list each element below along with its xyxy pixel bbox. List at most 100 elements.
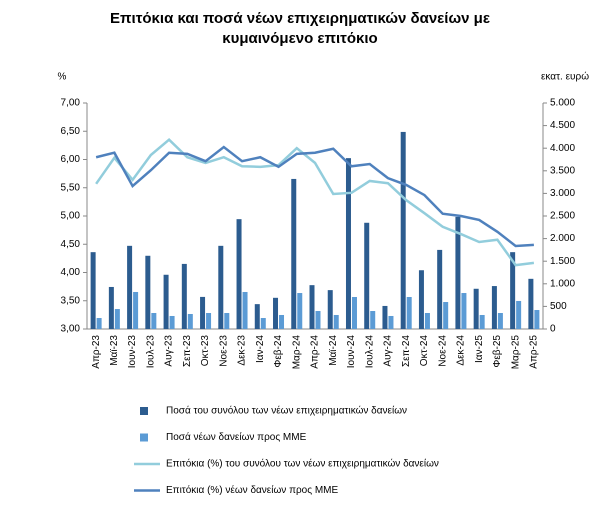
x-tick-label: Αυγ-23 <box>164 335 175 367</box>
bar <box>236 219 242 329</box>
x-tick-label: Ιαν-24 <box>255 335 266 363</box>
y2-tick-label: 4.000 <box>550 143 575 154</box>
y-tick-label: 6,00 <box>61 154 81 165</box>
y2-tick-label: 3.500 <box>550 165 575 176</box>
chart-title: κυμαινόμενο επιτόκιο <box>222 30 377 47</box>
bar <box>96 318 102 329</box>
bar <box>333 314 339 329</box>
bar <box>145 255 151 329</box>
x-tick-label: Ιαν-25 <box>474 335 485 363</box>
x-tick-label: Αυγ-24 <box>383 335 394 367</box>
x-tick-label: Φεβ-24 <box>273 335 284 368</box>
bar <box>406 296 412 329</box>
bar <box>528 278 534 329</box>
bar <box>479 314 485 329</box>
bar <box>510 252 516 329</box>
y-tick-label: 3,00 <box>61 324 81 335</box>
line <box>95 138 535 267</box>
y2-tick-label: 2.000 <box>550 233 575 244</box>
bar <box>169 315 175 329</box>
x-tick-label: Σεπ-23 <box>182 335 193 367</box>
legend-label: Επιτόκια (%) νέων δανείων προς ΜΜΕ <box>166 484 338 496</box>
bar <box>133 291 139 329</box>
x-tick-label: Δεκ-24 <box>456 335 467 366</box>
y2-tick-label: 3.000 <box>550 188 575 199</box>
bar <box>461 293 467 329</box>
bar <box>309 285 315 329</box>
bar <box>297 293 303 329</box>
bar <box>254 304 260 329</box>
bar <box>351 296 357 329</box>
bar <box>273 297 279 329</box>
bar <box>327 290 333 329</box>
x-tick-label: Μαϊ-24 <box>328 335 339 366</box>
bar <box>443 302 449 329</box>
bar <box>400 131 406 329</box>
bar <box>424 312 430 329</box>
bar <box>187 313 193 329</box>
y-axis-label: % <box>58 72 67 83</box>
line <box>95 145 534 248</box>
x-tick-label: Απρ-23 <box>91 335 102 369</box>
bar <box>491 286 497 329</box>
y2-axis-label: εκατ. ευρώ <box>541 71 589 83</box>
bar <box>388 315 394 329</box>
y-tick-label: 7,00 <box>61 98 81 109</box>
bar <box>345 158 351 329</box>
y2-tick-label: 5.000 <box>550 98 575 109</box>
x-tick-label: Ιουλ-24 <box>364 335 375 369</box>
legend-label: Ποσά νέων δανείων προς ΜΜΕ <box>166 431 307 443</box>
legend-label: Επιτόκια (%) του συνόλου των νέων επιχει… <box>166 458 439 470</box>
x-tick-label: Οκτ-23 <box>200 335 211 367</box>
x-tick-label: Ιουν-23 <box>127 335 138 369</box>
y2-tick-label: 500 <box>550 301 567 312</box>
x-tick-label: Απρ-24 <box>310 335 321 369</box>
y2-tick-label: 1.000 <box>550 278 575 289</box>
bar <box>218 245 224 329</box>
bar <box>382 305 388 329</box>
legend-swatch <box>140 407 148 415</box>
y-tick-label: 3,50 <box>61 295 81 306</box>
bar <box>108 286 114 329</box>
bar <box>497 312 503 329</box>
x-tick-label: Ιουν-24 <box>346 335 357 369</box>
bar <box>370 311 376 329</box>
y-tick-label: 4,50 <box>61 239 81 250</box>
bar <box>437 249 443 329</box>
bar <box>224 312 230 329</box>
y-tick-label: 4,00 <box>61 267 81 278</box>
legend-label: Ποσά του συνόλου των νέων επιχειρηματικώ… <box>166 405 407 417</box>
y-tick-label: 5,50 <box>61 182 81 193</box>
x-tick-label: Οκτ-24 <box>419 335 430 367</box>
y2-tick-label: 0 <box>550 324 556 335</box>
bar <box>364 222 370 329</box>
bar <box>151 312 157 329</box>
bar <box>114 309 120 329</box>
x-tick-label: Ιουλ-23 <box>145 335 156 369</box>
x-tick-label: Μαϊ-23 <box>109 335 120 366</box>
x-tick-label: Σεπ-24 <box>401 335 412 367</box>
y2-tick-label: 1.500 <box>550 256 575 267</box>
x-tick-label: Δεκ-23 <box>237 335 248 366</box>
x-tick-label: Μαρ-24 <box>291 335 302 370</box>
bar <box>181 263 187 329</box>
bar <box>291 178 297 329</box>
y2-tick-label: 4.500 <box>550 120 575 131</box>
bar <box>455 216 461 329</box>
bar <box>534 310 540 329</box>
bar <box>260 318 266 329</box>
bar <box>206 312 212 329</box>
bar <box>200 296 206 329</box>
x-tick-label: Νοε-24 <box>437 335 448 367</box>
y-tick-label: 6,50 <box>61 126 81 137</box>
bar <box>90 252 96 329</box>
bar <box>127 245 133 329</box>
x-tick-label: Απρ-25 <box>529 335 540 369</box>
y2-tick-label: 2.500 <box>550 211 575 222</box>
bar <box>279 314 285 329</box>
bar <box>418 270 424 329</box>
chart-title: Επιτόκια και ποσά νέων επιχειρηματικών δ… <box>110 10 490 27</box>
x-tick-label: Φεβ-25 <box>492 335 503 368</box>
x-tick-label: Νοε-23 <box>218 335 229 367</box>
